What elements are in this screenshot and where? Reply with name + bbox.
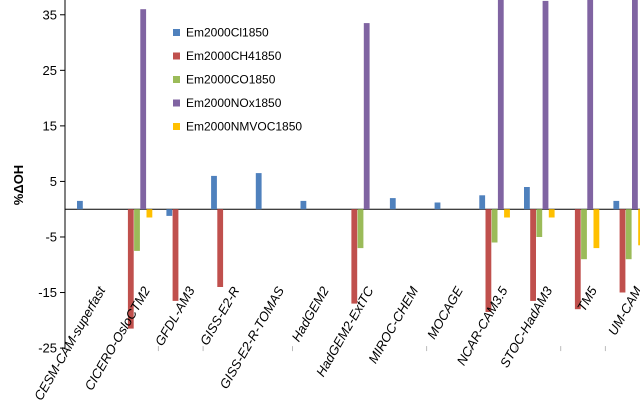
bar-Em2000CH41850-1 xyxy=(127,209,134,329)
bar-Em2000Cl1850-2 xyxy=(166,209,173,216)
bar-Em2000Cl1850-9 xyxy=(479,195,486,210)
bar-Em2000NOx1850-12 xyxy=(632,0,638,210)
bar-Em2000NMVOC1850-10 xyxy=(548,209,555,218)
y-tick-label: -15 xyxy=(38,285,57,300)
bar-Em2000Cl1850-3 xyxy=(211,175,217,210)
bar-Em2000CH41850-9 xyxy=(485,209,492,312)
plot-area xyxy=(64,0,640,349)
legend-swatch xyxy=(173,123,180,130)
bar-Em2000NOx1850-11 xyxy=(587,0,594,210)
bar-Em2000NOx1850-9 xyxy=(497,0,504,210)
legend-label: Em2000CO1850 xyxy=(186,73,276,87)
legend-swatch xyxy=(173,29,180,36)
bar-Em2000NOx1850-6 xyxy=(363,23,370,210)
y-axis-label: %ΔOH xyxy=(11,165,26,205)
bar-Em2000Cl1850-5 xyxy=(300,200,307,210)
bar-Em2000CH41850-10 xyxy=(530,209,536,301)
bar-Em2000Cl1850-4 xyxy=(255,173,262,210)
bar-Em2000CO1850-6 xyxy=(357,209,364,249)
legend: Em2000Cl1850 Em2000CH41850 Em2000CO1850 Em2… xyxy=(173,26,302,134)
y-tick-label: 35 xyxy=(43,7,57,22)
bar-Em2000Cl1850-7 xyxy=(389,198,396,210)
y-axis-ticks: 55453525155-5-15-25 xyxy=(38,7,65,356)
bar-Em2000CO1850-11 xyxy=(581,209,587,260)
bar-Em2000CH41850-2 xyxy=(172,209,179,301)
bar-Em2000Cl1850-10 xyxy=(524,187,530,210)
x-tick-label: MOCAGE xyxy=(424,284,466,342)
bar-Em2000CH41850-6 xyxy=(351,209,358,304)
bar-Em2000NMVOC1850-1 xyxy=(146,209,153,218)
bar-Em2000NOx1850-10 xyxy=(542,0,549,210)
y-tick-label: 15 xyxy=(43,118,57,133)
bar-Em2000Cl1850-8 xyxy=(434,202,441,210)
legend-label: Em2000NMVOC1850 xyxy=(186,120,302,134)
bar-Em2000CH41850-3 xyxy=(217,209,224,287)
bar-Em2000Cl1850-0 xyxy=(77,200,83,210)
bar-Em2000NMVOC1850-9 xyxy=(504,209,510,218)
bar-Em2000Cl1850-12 xyxy=(613,200,620,210)
legend-label: Em2000Cl1850 xyxy=(186,26,269,40)
legend-swatch xyxy=(173,99,180,107)
legend-label: Em2000CH41850 xyxy=(186,49,282,63)
legend-swatch xyxy=(173,52,180,60)
bar-Em2000CO1850-1 xyxy=(134,209,140,251)
y-tick-label: 25 xyxy=(43,63,57,78)
bar-Em2000CH41850-11 xyxy=(574,209,581,310)
y-tick-label: 5 xyxy=(50,174,57,189)
legend-label: Em2000NOx1850 xyxy=(186,96,282,110)
y-tick-label: -5 xyxy=(45,229,57,244)
x-tick-label: GISS-E2-R xyxy=(197,284,242,348)
bar-Em2000CO1850-10 xyxy=(536,209,543,237)
bar-Em2000CO1850-9 xyxy=(491,209,498,243)
x-axis-labels: CESM-CAM-superfastCICERO-OsloCTM2GFDL-AM… xyxy=(31,283,640,403)
bar-Em2000CO1850-12 xyxy=(625,209,632,260)
legend-swatch xyxy=(173,76,180,83)
bar-Em2000NMVOC1850-11 xyxy=(593,209,600,249)
y-tick-label: -25 xyxy=(38,341,57,356)
bar-Em2000NMVOC1850-12 xyxy=(638,209,640,246)
x-tick-label: HadGEM2 xyxy=(288,283,332,344)
bar-Em2000NOx1850-1 xyxy=(140,9,147,210)
bar-Em2000CH41850-12 xyxy=(619,209,626,293)
